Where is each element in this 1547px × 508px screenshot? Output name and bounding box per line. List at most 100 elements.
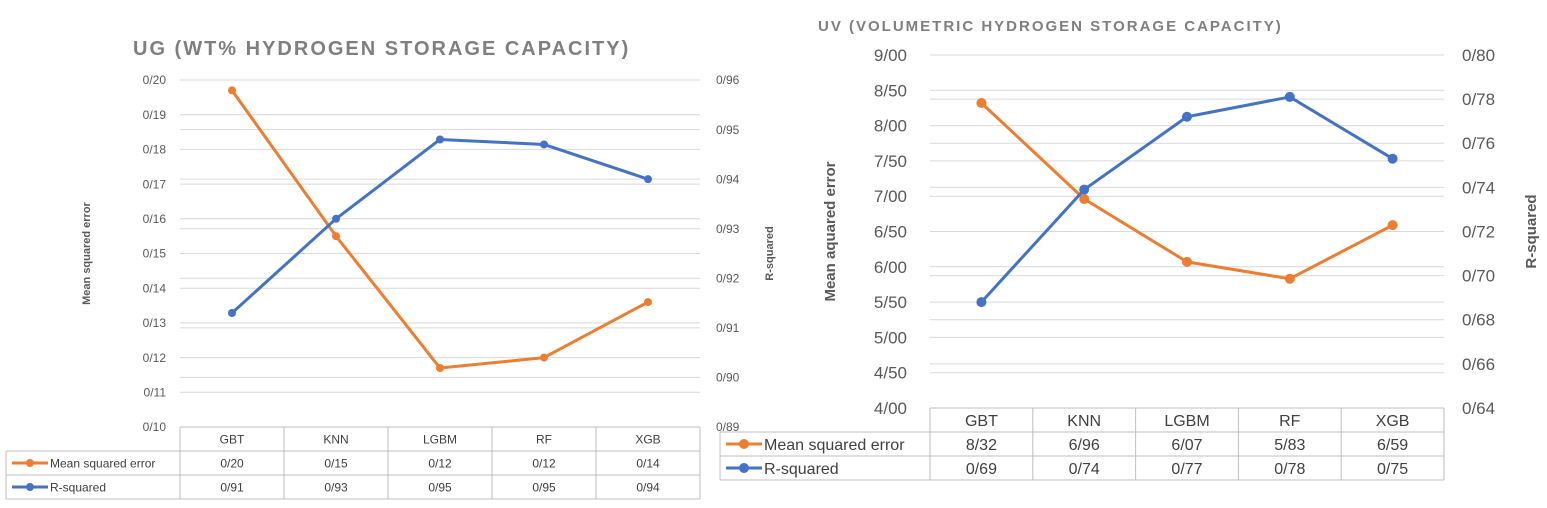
chart-2-left-tick-label: 8/50: [874, 81, 907, 100]
chart-2-left-tick-label: 8/00: [874, 117, 907, 136]
chart-1-left-tick-label: 0/10: [143, 420, 167, 434]
chart-1-left-tick-label: 0/18: [143, 143, 167, 157]
chart-2-right-tick-label: 0/68: [1462, 311, 1495, 330]
chart-1-left-tick-label: 0/16: [143, 212, 167, 226]
chart-2-right-tick-label: 0/72: [1462, 222, 1495, 241]
chart-1-left-tick-label: 0/15: [143, 247, 167, 261]
chart-2-table-value: 0/69: [966, 461, 997, 478]
chart-2-right-tick-label: 0/80: [1462, 46, 1495, 65]
chart-2-r-squared-point: [1182, 111, 1192, 122]
chart-1-legend-label: Mean squared error: [50, 456, 155, 470]
chart-1-r-squared-point: [540, 140, 548, 149]
chart-1-category-label: RF: [536, 432, 552, 446]
chart-1-table-value: 0/94: [636, 480, 660, 494]
chart-2-left-tick-label: 4/50: [874, 364, 907, 383]
chart-2-legend-key-marker: [739, 439, 749, 449]
chart-2-left-tick-label: 5/50: [874, 293, 907, 312]
chart-2-left-tick-label: 5/00: [874, 328, 907, 347]
chart-2-right-tick-label: 0/74: [1462, 178, 1495, 197]
chart-1-right-tick-label: 0/95: [716, 123, 740, 137]
chart-2-table-value: 6/07: [1171, 437, 1202, 454]
chart-1-left-tick-label: 0/14: [143, 281, 167, 295]
chart-2-legend-label: Mean squared error: [764, 437, 905, 454]
chart-2-left-tick-label: 6/50: [874, 222, 907, 241]
chart-2-right-tick-label: 0/66: [1462, 355, 1495, 374]
chart-1-y2-axis-title: R-squared: [764, 226, 776, 280]
chart-1-y-axis-title: Mean squared error: [81, 201, 93, 304]
chart-1-legend-key-marker: [26, 459, 34, 467]
chart-1-category-label: XGB: [635, 432, 660, 446]
chart-2-mean-squared-error-line: [980, 101, 1394, 281]
chart-1-table-value: 0/93: [324, 480, 348, 494]
chart-2-r-squared-point: [1284, 91, 1295, 102]
chart-2-category-label: KNN: [1067, 413, 1101, 430]
chart-1-left-tick-label: 0/13: [143, 316, 167, 330]
chart-2-category-label: LGBM: [1164, 413, 1209, 430]
chart-1-left-tick-label: 0/12: [143, 351, 167, 365]
chart-2-y2-axis-title: R-squared: [1523, 194, 1540, 268]
chart-2-left-tick-label: 4/00: [874, 399, 907, 418]
chart-2-table-value: 6/96: [1069, 437, 1100, 454]
chart-1-left-tick-label: 0/20: [143, 73, 167, 87]
chart-1-right-tick-label: 0/92: [716, 271, 740, 285]
chart-1-title: UG (WT% HYDROGEN STORAGE CAPACITY): [133, 38, 630, 60]
chart-1-right-tick-label: 0/91: [716, 321, 740, 335]
chart-1-mean-squared-error-point: [436, 364, 444, 373]
chart-1-category-label: GBT: [220, 432, 245, 446]
chart-1-table-value: 0/14: [636, 456, 660, 470]
chart-2-mean-squared-error-point: [1284, 273, 1295, 284]
chart-2-left-tick-label: 9/00: [874, 46, 907, 65]
chart-2-table-value: 6/59: [1377, 437, 1408, 454]
chart-2-left-tick-label: 7/00: [874, 187, 907, 206]
chart-1-table-value: 0/95: [532, 480, 556, 494]
chart-1-r-squared-point: [644, 175, 652, 184]
chart-2-legend-label: R-squared: [764, 461, 839, 478]
chart-2-title: UV (VOLUMETRIC HYDROGEN STORAGE CAPACITY…: [818, 18, 1283, 35]
chart-1-mean-squared-error-point: [228, 86, 236, 95]
chart-1-r-squared-point: [228, 308, 236, 317]
chart-2-r-squared-line: [980, 95, 1394, 304]
chart-1-right-tick-label: 0/89: [716, 420, 740, 434]
chart-1-table-value: 0/95: [428, 480, 452, 494]
chart-2-mean-squared-error-point: [1182, 256, 1192, 267]
chart-1-r-squared-point: [436, 135, 444, 144]
chart-2-table-value: 0/78: [1274, 461, 1305, 478]
chart-2-mean-squared-error-point: [976, 98, 987, 109]
chart-2-y-axis-title: Mean aquared error: [822, 161, 839, 301]
chart-1-right-tick-label: 0/96: [716, 73, 740, 87]
chart-2-right-tick-label: 0/78: [1462, 90, 1495, 109]
chart-2-r-squared-point: [1387, 153, 1398, 164]
chart-2-table-value: 0/77: [1171, 461, 1202, 478]
chart-1-left-tick-label: 0/17: [143, 177, 167, 191]
chart-1-table-value: 0/12: [532, 456, 556, 470]
chart-2-legend-key-marker: [739, 463, 749, 473]
chart-2-table-value: 8/32: [966, 437, 997, 454]
chart-1-mean-squared-error-point: [540, 353, 548, 362]
chart-1-left-tick-label: 0/19: [143, 108, 167, 122]
chart-2-category-label: RF: [1279, 413, 1301, 430]
chart-1-legend-key-marker: [26, 483, 34, 491]
chart-2-right-tick-label: 0/70: [1462, 267, 1495, 286]
chart-1-right-tick-label: 0/93: [716, 222, 740, 236]
chart-2-mean-squared-error-point: [1079, 194, 1090, 205]
chart-1-left-tick-label: 0/11: [144, 386, 167, 400]
chart-2-left-tick-label: 6/00: [874, 258, 907, 277]
chart-1-table-value: 0/12: [428, 456, 452, 470]
chart-1-mean-squared-error-point: [332, 232, 340, 241]
chart-2-table-value: 5/83: [1274, 437, 1305, 454]
chart-2-r-squared-point: [1079, 184, 1090, 195]
chart-1-r-squared-point: [332, 214, 340, 223]
chart-1-category-label: KNN: [323, 432, 348, 446]
chart-2-mean-squared-error-point: [1387, 220, 1398, 231]
chart-2-left-tick-label: 7/50: [874, 152, 907, 171]
chart-2-table-value: 0/74: [1069, 461, 1100, 478]
chart-1-legend-label: R-squared: [50, 480, 106, 494]
chart-1-table-value: 0/15: [324, 456, 348, 470]
chart-1-mean-squared-error-point: [644, 298, 652, 307]
chart-1-r-squared-line: [230, 137, 649, 315]
chart-1-table-value: 0/20: [220, 456, 244, 470]
chart-1-right-tick-label: 0/94: [716, 172, 740, 186]
chart-2-r-squared-point: [976, 297, 987, 308]
chart-2-table-value: 0/75: [1377, 461, 1408, 478]
